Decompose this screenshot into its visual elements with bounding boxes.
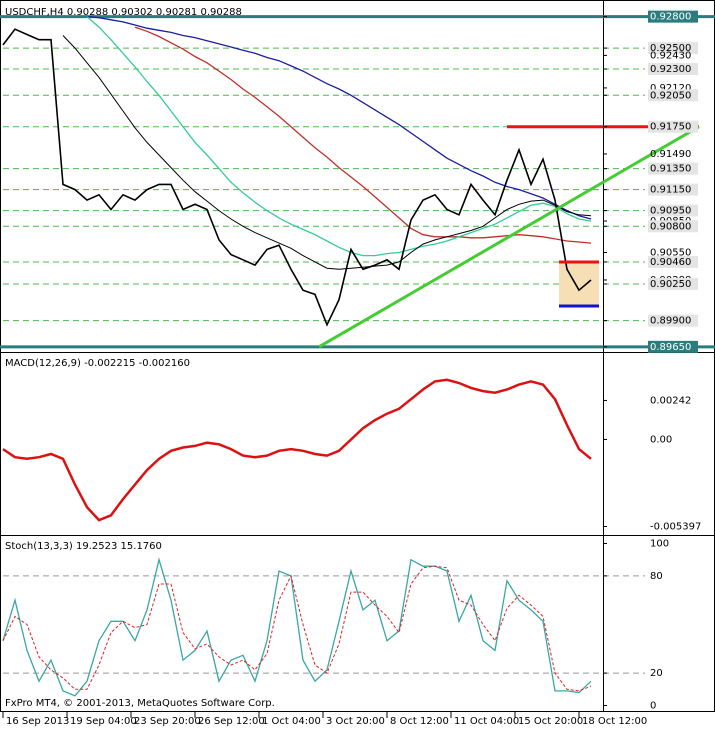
y-tick-label: 0.91750 xyxy=(650,122,691,133)
x-tick-label: 8 Oct 12:00 xyxy=(390,716,449,727)
y-label-bg xyxy=(648,255,698,268)
series-line xyxy=(86,15,592,220)
y-tick-label: 20 xyxy=(650,668,663,679)
y-tick-label: 0.90250 xyxy=(650,279,691,290)
x-tick-label: 11 Oct 04:00 xyxy=(454,716,519,727)
pane-title: MACD(12,26,9) -0.002215 -0.002160 xyxy=(5,358,190,369)
y-tick-label: 0.92800 xyxy=(650,12,691,23)
front-layer: USDCHF,H4 0.90288 0.90302 0.90281 0.9028… xyxy=(2,7,701,727)
zone-rect xyxy=(559,261,599,306)
y-tick-label: 0.89900 xyxy=(650,316,691,327)
series-line xyxy=(86,16,592,257)
y-tick-label: 0.00242 xyxy=(650,395,691,406)
y-label-bg xyxy=(648,277,698,290)
y-label-bg xyxy=(648,120,698,133)
y-label-bg xyxy=(648,204,698,217)
series-line xyxy=(2,378,592,522)
y-tick-label: 100 xyxy=(650,538,669,549)
y-label-bg xyxy=(648,63,698,76)
copyright-note: FxPro MT4, © 2001-2013, MetaQuotes Softw… xyxy=(5,698,275,709)
y-tick-label: 0.91150 xyxy=(650,185,691,196)
y-label-bg xyxy=(648,314,698,327)
x-tick-label: 15 Oct 20:00 xyxy=(518,716,583,727)
y-tick-label: 0.92300 xyxy=(650,64,691,75)
y-tick-label: 0.92120 xyxy=(650,83,691,94)
y-tick-label: 0.90950 xyxy=(650,206,691,217)
y-label-bg xyxy=(648,162,698,175)
drawn-line xyxy=(318,125,700,349)
series-line xyxy=(2,557,592,697)
y-tick-label: -0.005397 xyxy=(650,522,701,533)
x-tick-label: 19 Sep 04:00 xyxy=(70,716,137,727)
y-label-bg xyxy=(648,183,698,196)
x-tick-label: 18 Oct 12:00 xyxy=(582,716,647,727)
y-tick-label: 80 xyxy=(650,571,663,582)
x-tick-label: 3 Oct 20:00 xyxy=(326,716,385,727)
x-tick-label: 26 Sep 12:00 xyxy=(198,716,265,727)
y-tick-label: 0.89650 xyxy=(650,342,691,353)
y-tick-label: 0.00 xyxy=(650,434,672,445)
y-tick-label: 0.92050 xyxy=(650,90,691,101)
frame xyxy=(0,0,715,712)
y-label-bg xyxy=(648,340,698,353)
y-tick-label: 0.90550 xyxy=(650,248,691,259)
x-tick-label: 16 Sep 2013 xyxy=(6,716,69,727)
series-line xyxy=(2,28,592,327)
y-tick-label: 0.90800 xyxy=(650,221,691,232)
series-line xyxy=(62,35,592,270)
y-label-bg xyxy=(648,89,698,102)
y-tick-label: 0.92430 xyxy=(650,50,691,61)
y-label-bg xyxy=(648,220,698,233)
series-line xyxy=(2,565,592,692)
pane-title: USDCHF,H4 0.90288 0.90302 0.90281 0.9028… xyxy=(5,7,242,18)
y-label-bg xyxy=(648,10,698,23)
y-tick-label: 0.91490 xyxy=(650,149,691,160)
x-tick-label: 23 Sep 20:00 xyxy=(134,716,201,727)
y-tick-label: 0 xyxy=(650,701,656,712)
x-tick-label: 1 Oct 04:00 xyxy=(262,716,321,727)
y-tick-label: 0.92500 xyxy=(650,43,691,54)
y-tick-label: 0.91350 xyxy=(650,164,691,175)
y-label-bg xyxy=(648,42,698,55)
y-tick-label: 0.90460 xyxy=(650,257,691,268)
pane-title: Stoch(13,3,3) 19.2523 15.1760 xyxy=(5,541,162,552)
mid-layer xyxy=(2,15,592,697)
